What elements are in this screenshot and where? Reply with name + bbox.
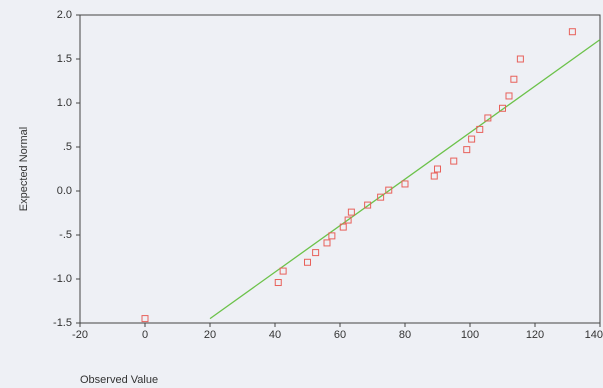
x-tick-label: 100	[461, 329, 479, 341]
point	[476, 125, 484, 133]
plot-frame	[79, 14, 601, 324]
point	[385, 186, 393, 194]
point	[339, 223, 347, 231]
point	[505, 92, 513, 100]
point	[344, 216, 352, 224]
point	[312, 249, 320, 257]
point	[141, 315, 149, 323]
point	[279, 267, 287, 275]
y-axis-label: Expected Normal	[18, 127, 30, 211]
x-tick-label: 140	[585, 329, 603, 341]
x-tick-label: 120	[526, 329, 544, 341]
point	[463, 146, 471, 154]
point	[468, 135, 476, 143]
x-tick-label: 40	[269, 329, 281, 341]
x-tick-label: 20	[204, 329, 216, 341]
x-tick-label: 0	[142, 329, 148, 341]
x-tick-label: -20	[72, 329, 88, 341]
point	[484, 114, 492, 122]
x-tick-label: 60	[334, 329, 346, 341]
y-tick-label: 1.5	[57, 53, 72, 65]
point	[364, 201, 372, 209]
y-tick-label: -1.0	[53, 273, 72, 285]
point	[328, 232, 336, 240]
point	[274, 279, 282, 287]
y-tick-label: 0.0	[57, 185, 72, 197]
point	[347, 208, 355, 216]
y-tick-label: -1.5	[53, 317, 72, 329]
point	[434, 165, 441, 173]
y-tick-label: -.5	[59, 229, 72, 241]
y-tick-label: 1.0	[57, 97, 72, 109]
point	[499, 104, 506, 112]
x-axis-label: Observed Value	[80, 374, 158, 386]
point	[516, 55, 524, 63]
point	[377, 193, 385, 201]
x-tick-label: 80	[399, 329, 411, 341]
point	[510, 75, 518, 83]
point	[323, 239, 331, 247]
point	[430, 172, 438, 180]
point	[450, 157, 458, 165]
point	[401, 180, 409, 188]
y-tick-label: 2.0	[57, 9, 72, 21]
reference-line	[209, 39, 601, 320]
point	[568, 28, 576, 36]
point	[304, 258, 311, 266]
y-tick-label: .5	[63, 141, 72, 153]
